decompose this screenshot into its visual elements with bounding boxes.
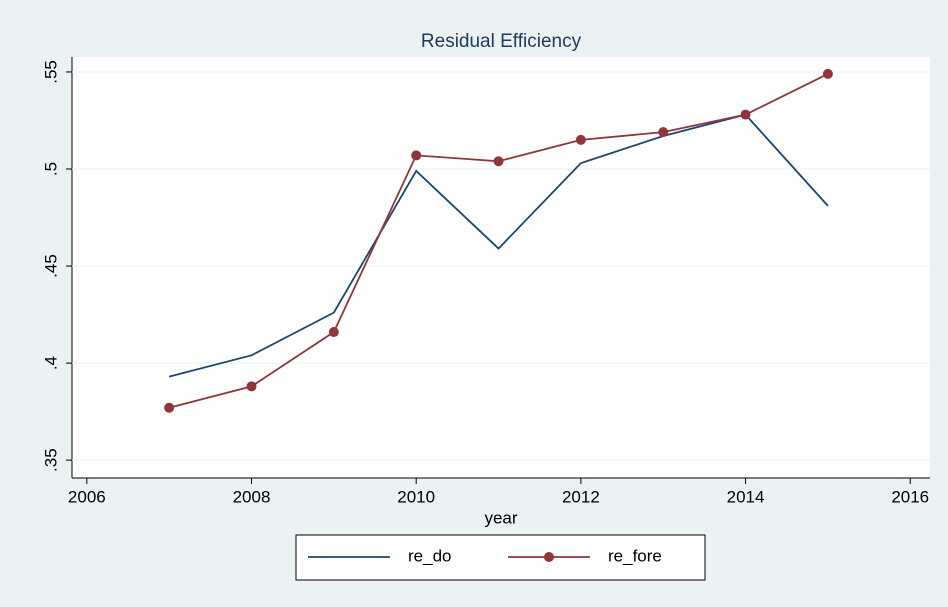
point (658, 127, 669, 138)
x-tick-label: 2010 (397, 487, 435, 506)
point (328, 327, 339, 338)
x-axis-label: year (484, 508, 517, 527)
y-tick-label: .55 (41, 60, 60, 84)
legend-label: re_fore (608, 546, 662, 565)
y-tick-label: .45 (41, 254, 60, 278)
point (822, 68, 833, 79)
point (740, 109, 751, 120)
plot-area (72, 57, 930, 478)
x-tick-label: 2012 (562, 487, 600, 506)
y-tick-label: .4 (41, 356, 60, 370)
point (575, 134, 586, 145)
x-tick-label: 2014 (727, 487, 765, 506)
legend-marker (544, 552, 554, 562)
x-tick-label: 2006 (68, 487, 106, 506)
x-tick-label: 2016 (891, 487, 929, 506)
chart-title: Residual Efficiency (421, 31, 582, 52)
series-line (168, 113, 829, 378)
point (164, 402, 175, 413)
y-tick-label: .35 (41, 448, 60, 472)
legend-label: re_do (408, 546, 451, 565)
point (411, 150, 422, 161)
point (493, 156, 504, 167)
y-tick-label: .5 (41, 162, 60, 176)
point (246, 381, 257, 392)
x-tick-label: 2008 (233, 487, 271, 506)
